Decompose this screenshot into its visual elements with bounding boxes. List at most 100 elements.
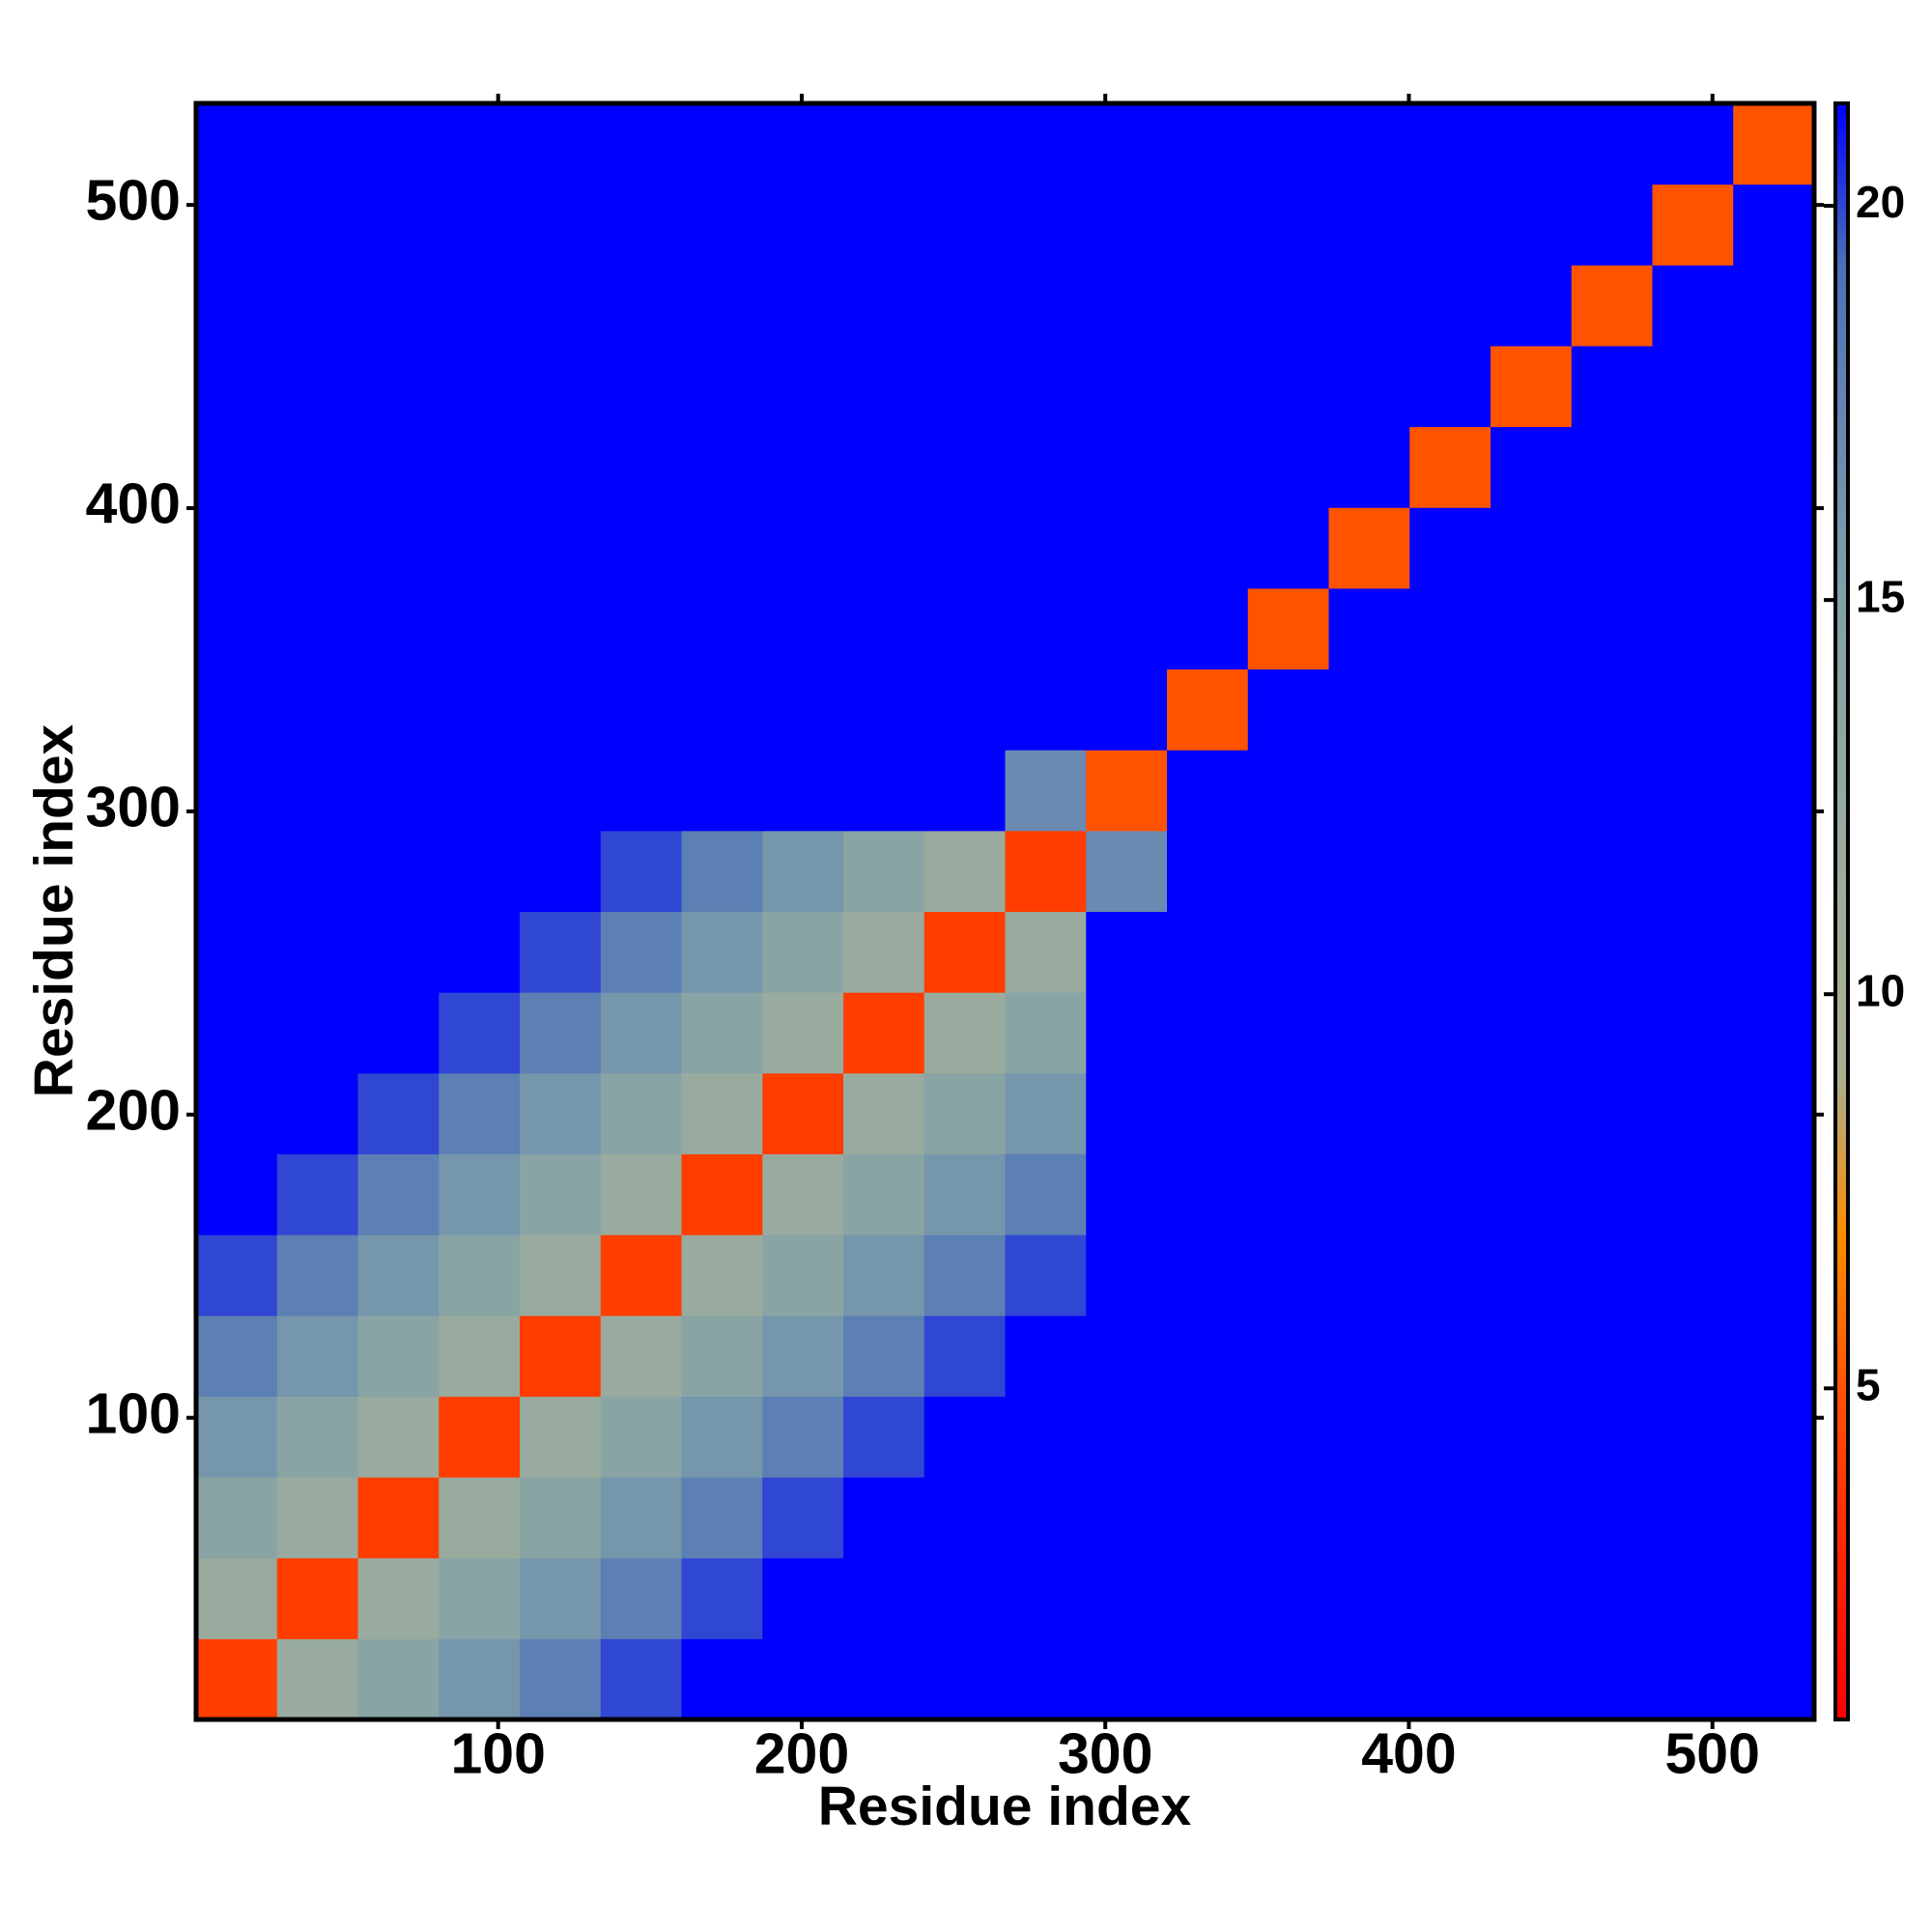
- heatmap-cell: [1167, 1235, 1249, 1317]
- heatmap-cell: [276, 1153, 358, 1236]
- heatmap-cell: [357, 1477, 440, 1559]
- heatmap-cell: [1086, 1396, 1168, 1478]
- heatmap-cell: [1247, 830, 1329, 912]
- heatmap-cell: [357, 426, 440, 508]
- heatmap-cell: [1571, 830, 1653, 912]
- heatmap-cell: [196, 830, 278, 912]
- heatmap-cell: [357, 184, 440, 266]
- heatmap-cell: [1409, 426, 1492, 508]
- heatmap-cell: [1247, 1638, 1329, 1720]
- heatmap-cell: [681, 668, 763, 751]
- heatmap-cell: [1409, 345, 1492, 428]
- heatmap-cell: [1652, 1477, 1734, 1559]
- heatmap-cell: [1409, 830, 1492, 912]
- heatmap-cell: [276, 668, 358, 751]
- heatmap-cell: [1005, 750, 1087, 832]
- heatmap-cell: [1571, 507, 1653, 589]
- heatmap-cell: [1571, 1477, 1653, 1559]
- heatmap-cell: [762, 668, 844, 751]
- heatmap-cell: [1005, 830, 1087, 912]
- heatmap-cell: [681, 1153, 763, 1236]
- heatmap-cell: [1328, 103, 1410, 185]
- heatmap-cell: [1086, 184, 1168, 266]
- heatmap-cell: [520, 911, 602, 993]
- heatmap-cell: [1571, 426, 1653, 508]
- heatmap-cell: [681, 426, 763, 508]
- heatmap-cell: [600, 1072, 682, 1154]
- heatmap-cell: [1005, 1638, 1087, 1720]
- heatmap-cell: [762, 1557, 844, 1639]
- heatmap-cell: [681, 911, 763, 993]
- y-tick-label: 400: [86, 472, 181, 536]
- heatmap-cell: [923, 587, 1006, 670]
- heatmap-cell: [1409, 507, 1492, 589]
- heatmap-cell: [843, 587, 925, 670]
- heatmap-cell: [843, 830, 925, 912]
- heatmap-cell: [196, 184, 278, 266]
- heatmap-cell: [600, 1153, 682, 1236]
- heatmap-cell: [1328, 587, 1410, 670]
- heatmap-cell: [196, 1235, 278, 1317]
- heatmap-cell: [357, 1072, 440, 1154]
- heatmap-cell: [1086, 265, 1168, 347]
- heatmap-cell: [357, 1638, 440, 1720]
- x-axis-title: Residue index: [818, 1776, 1192, 1837]
- heatmap-cell: [520, 992, 602, 1074]
- heatmap-cell: [923, 1072, 1006, 1154]
- heatmap-cell: [1328, 426, 1410, 508]
- heatmap-cell: [1005, 1153, 1087, 1236]
- heatmap-cell: [1167, 992, 1249, 1074]
- heatmap-cell: [1167, 265, 1249, 347]
- heatmap-cell: [843, 911, 925, 993]
- heatmap-cell: [439, 1396, 521, 1478]
- heatmap-cell: [681, 507, 763, 589]
- heatmap-cell: [1571, 911, 1653, 993]
- heatmap-cell: [1328, 345, 1410, 428]
- heatmap-cell: [843, 184, 925, 266]
- heatmap-cell: [1491, 345, 1573, 428]
- heatmap-cell: [1328, 750, 1410, 832]
- heatmap-cell: [1491, 265, 1573, 347]
- heatmap-cell: [439, 507, 521, 589]
- heatmap-cell: [1733, 830, 1815, 912]
- heatmap-cell: [762, 1235, 844, 1317]
- heatmap-cell: [843, 1477, 925, 1559]
- heatmap-cell: [1247, 1396, 1329, 1478]
- heatmap-cell: [1733, 1153, 1815, 1236]
- heatmap-cell: [1167, 1315, 1249, 1397]
- heatmap-cell: [1005, 992, 1087, 1074]
- heatmap-cell: [1005, 668, 1087, 751]
- heatmap-cell: [681, 992, 763, 1074]
- heatmap-cell: [276, 1396, 358, 1478]
- heatmap-cell: [1005, 1072, 1087, 1154]
- heatmap-cell: [762, 184, 844, 266]
- heatmap-cell: [762, 426, 844, 508]
- heatmap-cell: [1005, 1396, 1087, 1478]
- heatmap-cell: [600, 911, 682, 993]
- heatmap-cell: [1086, 345, 1168, 428]
- heatmap-cell: [1247, 992, 1329, 1074]
- heatmap-cell: [196, 750, 278, 832]
- heatmap-cell: [196, 426, 278, 508]
- heatmap-cell: [520, 1315, 602, 1397]
- heatmap-cell: [1409, 1477, 1492, 1559]
- heatmap-cell: [520, 1396, 602, 1478]
- heatmap-cell: [276, 426, 358, 508]
- heatmap-cell: [1652, 1557, 1734, 1639]
- heatmap-cell: [196, 1072, 278, 1154]
- heatmap-cell: [1328, 1153, 1410, 1236]
- heatmap-cell: [357, 587, 440, 670]
- heatmap-cell: [762, 1477, 844, 1559]
- heatmap-cell: [520, 830, 602, 912]
- heatmap-cell: [1733, 911, 1815, 993]
- heatmap-cell: [1247, 265, 1329, 347]
- heatmap-cell: [196, 507, 278, 589]
- y-axis-title: Residue index: [23, 724, 85, 1097]
- heatmap-cell: [1652, 426, 1734, 508]
- heatmap-cell: [1571, 1638, 1653, 1720]
- heatmap-cell: [1086, 750, 1168, 832]
- heatmap-cell: [923, 345, 1006, 428]
- heatmap-cell: [520, 1557, 602, 1639]
- heatmap-cell: [1247, 750, 1329, 832]
